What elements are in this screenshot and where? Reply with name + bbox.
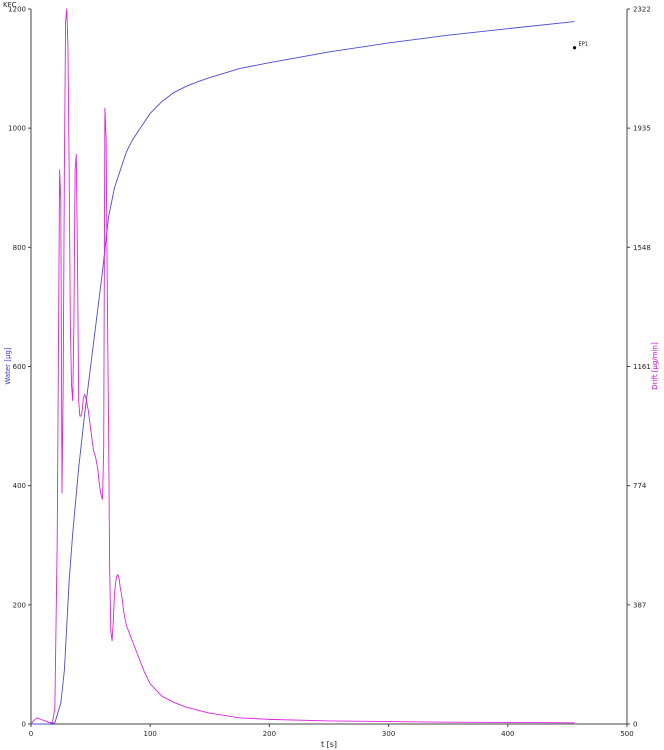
x-tick-label: 300 [382, 730, 395, 738]
y-tick-label-right: 2322 [633, 6, 651, 14]
y-tick-label-right: 0 [633, 721, 637, 729]
y-tick-label-left: 200 [13, 601, 26, 609]
chart-markers: EP1 [572, 42, 588, 50]
y-tick-label-left: 1200 [8, 6, 26, 14]
y-tick-label-left: 0 [22, 721, 26, 729]
y-tick-label-left: 400 [13, 482, 26, 490]
chart-titles: KFC Water [µg] Drift [µg/min] t [s] [3, 1, 659, 749]
x-tick-label: 200 [263, 730, 276, 738]
y-tick-label-right: 1548 [633, 244, 651, 252]
chart-axes [30, 9, 628, 725]
x-tick-label: 0 [29, 730, 33, 738]
chart-ticks: 0 100 200 300 400 500020040060080010001200038… [8, 6, 651, 739]
y-axis-title-right: Drift [µg/min] [651, 342, 659, 390]
y-tick-label-left: 800 [13, 244, 26, 252]
y-axis-title-left: Water [µg] [4, 347, 12, 385]
x-tick-label: 400 [501, 730, 514, 738]
chart-series [30, 8, 575, 725]
endpoint-marker-label: EP1 [579, 42, 588, 48]
x-axis-title: t [s] [321, 740, 337, 749]
drift-series-line [30, 8, 575, 725]
y-tick-label-right: 387 [633, 601, 646, 609]
y-tick-label-right: 1935 [633, 125, 651, 133]
y-tick-label-right: 1161 [633, 363, 651, 371]
x-tick-label: 100 [144, 730, 157, 738]
y-tick-label-left: 600 [13, 363, 26, 371]
corner-label: KFC [3, 1, 17, 9]
water-series-line [31, 21, 575, 725]
x-tick-label: 500 [620, 730, 633, 738]
endpoint-marker [572, 46, 577, 50]
y-tick-label-right: 774 [633, 482, 647, 490]
y-tick-label-left: 1000 [8, 125, 26, 133]
